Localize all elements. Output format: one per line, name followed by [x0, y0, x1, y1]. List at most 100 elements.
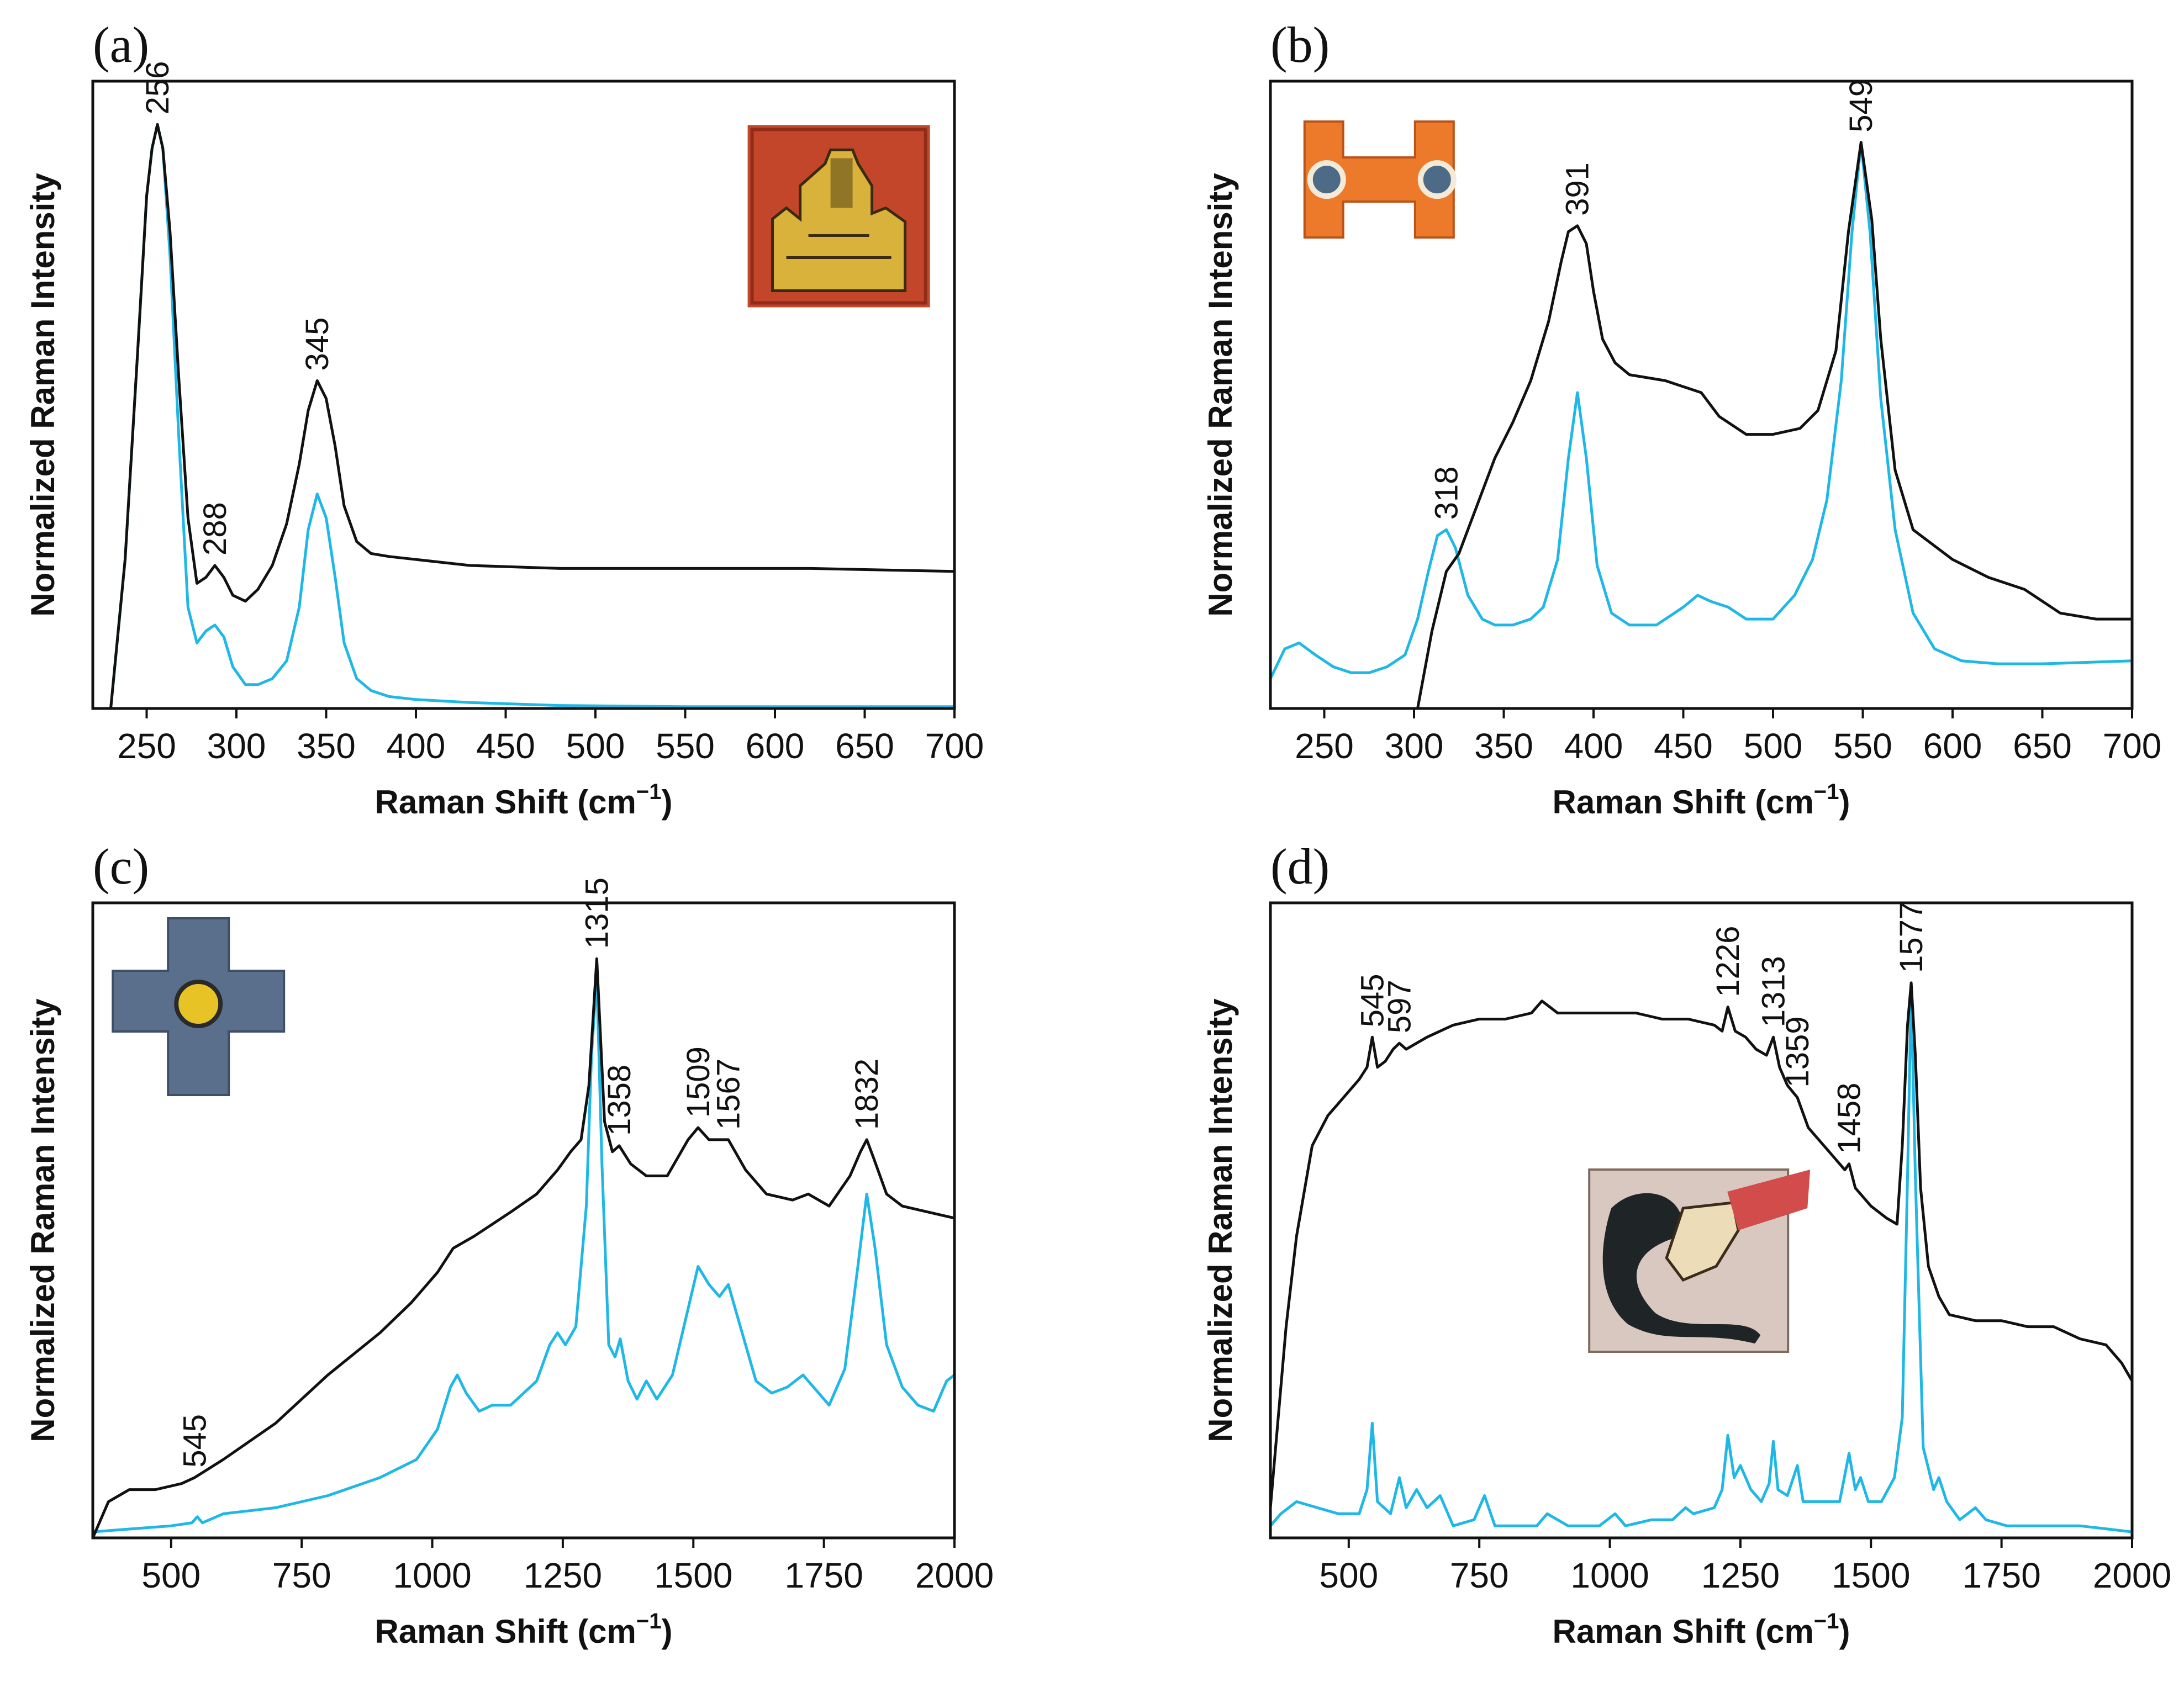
- x-tick-label: 1000: [393, 1556, 471, 1595]
- x-axis-title-close: ): [1839, 784, 1850, 821]
- x-tick-label: 2000: [915, 1556, 994, 1595]
- x-axis-title: Raman Shift (cm−1): [374, 780, 672, 821]
- x-tick-label: 300: [207, 726, 266, 766]
- peak-label: 597: [1382, 980, 1418, 1033]
- panel-label: (c): [93, 838, 149, 895]
- x-axis-title-sup: −1: [636, 1609, 662, 1633]
- peak-label: 345: [299, 318, 335, 371]
- x-tick-label: 550: [1833, 726, 1892, 766]
- series-line-reference: [1270, 141, 2132, 680]
- x-tick-label: 500: [1319, 1556, 1378, 1595]
- peak-label: 318: [1429, 466, 1465, 520]
- inset-border: [750, 128, 927, 305]
- black-stroke-shape: [1602, 1193, 1761, 1344]
- y-axis-title: Normalized Raman Intensity: [24, 998, 61, 1442]
- panel-label: (b): [1270, 17, 1330, 73]
- y-axis-title: Normalized Raman Intensity: [1202, 173, 1239, 617]
- x-axis-title-main: Raman Shift (cm: [1552, 784, 1813, 821]
- x-tick-label: 350: [1474, 726, 1533, 766]
- series-line-reference: [1270, 987, 2132, 1533]
- y-axis-title: Normalized Raman Intensity: [24, 173, 61, 617]
- x-tick-label: 450: [1654, 726, 1713, 766]
- x-axis-title-main: Raman Shift (cm: [1552, 1613, 1813, 1650]
- plot-frame: [1269, 80, 2134, 710]
- x-axis-title: Raman Shift (cm−1): [1552, 1609, 1850, 1650]
- x-tick-label: 300: [1385, 726, 1444, 766]
- x-axis-title-close: ): [662, 1613, 673, 1650]
- peak-label: 1313: [1755, 956, 1791, 1027]
- x-tick-label: 1250: [524, 1556, 602, 1595]
- peak-label: 1509: [680, 1046, 716, 1118]
- x-tick-label: 650: [835, 726, 894, 766]
- peak-label: 1358: [602, 1065, 637, 1136]
- x-tick-label: 500: [141, 1556, 201, 1595]
- x-axis-title: Raman Shift (cm−1): [374, 1609, 672, 1650]
- panel-label: (d): [1270, 838, 1330, 895]
- blue-dot-right: [1417, 160, 1457, 199]
- series-group: [1270, 981, 2132, 1533]
- x-tick-label: 500: [566, 726, 625, 766]
- peak-label: 545: [177, 1414, 213, 1468]
- x-tick-label: 350: [297, 726, 356, 766]
- peak-label: 1832: [849, 1059, 885, 1130]
- x-tick-label: 700: [925, 726, 984, 766]
- x-tick-label: 550: [656, 726, 715, 766]
- x-axis-title-close: ): [1839, 1613, 1850, 1650]
- x-axis-title: Raman Shift (cm−1): [1552, 780, 1850, 821]
- x-tick-label: 600: [746, 726, 805, 766]
- red-sleeve-shape: [1727, 1170, 1811, 1230]
- x-axis-title-sup: −1: [1814, 780, 1839, 804]
- x-tick-label: 1250: [1701, 1556, 1780, 1595]
- x-tick-label: 400: [1564, 726, 1623, 766]
- series-line-measured: [1270, 981, 2132, 1508]
- blue-cross-inset-image: [112, 917, 286, 1096]
- x-tick-label: 400: [387, 726, 446, 766]
- orange-cross-inset-image: [1296, 119, 1462, 241]
- peak-label: 549: [1843, 79, 1879, 133]
- panel-label: (a): [93, 17, 149, 73]
- x-tick-label: 700: [2103, 726, 2162, 766]
- x-tick-label: 500: [1744, 726, 1803, 766]
- y-axis-title: Normalized Raman Intensity: [1202, 998, 1239, 1442]
- series-group: [1270, 141, 2132, 708]
- peak-label: 1577: [1893, 902, 1929, 973]
- plot-frame: [91, 80, 956, 710]
- peak-label: 1315: [579, 877, 615, 949]
- x-tick-label: 1750: [1962, 1556, 2040, 1595]
- x-tick-label: 250: [117, 726, 176, 766]
- castle-inset-image: [747, 125, 930, 308]
- series-line-measured: [93, 957, 954, 1538]
- x-tick-label: 750: [272, 1556, 331, 1595]
- series-line-measured: [109, 123, 954, 708]
- peak-label: 391: [1560, 162, 1596, 216]
- peak-label: 545: [1354, 974, 1390, 1027]
- peak-label: 288: [197, 502, 233, 556]
- x-tick-label: 750: [1450, 1556, 1509, 1595]
- gold-dot: [174, 980, 223, 1028]
- x-tick-label: 1750: [784, 1556, 863, 1595]
- chart-panel-c: 500 750 1000 1250 1500 1750 2000 Raman Shift (c…: [24, 838, 994, 1650]
- chart-panel-a: 250 300 350 400 450 500 550 600 650 700 Raman Shif…: [24, 17, 984, 821]
- series-group: [109, 123, 954, 708]
- series-line-measured: [1416, 141, 2132, 708]
- x-tick-label: 1000: [1570, 1556, 1649, 1595]
- plot-frame: [1269, 901, 2134, 1540]
- series-group: [93, 957, 954, 1538]
- x-tick-label: 450: [476, 726, 535, 766]
- x-axis-title-main: Raman Shift (cm: [374, 1613, 636, 1650]
- x-tick-label: 600: [1923, 726, 1982, 766]
- hand-inset-image: [1588, 1168, 1811, 1353]
- blue-dot-left: [1307, 160, 1346, 199]
- x-axis-title-close: ): [662, 784, 673, 821]
- x-axis-title-sup: −1: [1814, 1609, 1839, 1633]
- x-tick-label: 250: [1295, 726, 1354, 766]
- x-tick-label: 650: [2013, 726, 2072, 766]
- peak-label: 1359: [1780, 1016, 1816, 1087]
- peak-label: 1226: [1710, 926, 1746, 997]
- chart-panel-d: 500 750 1000 1250 1500 1750 2000 Raman Shift (c…: [1202, 838, 2171, 1650]
- peak-label: 1458: [1832, 1083, 1868, 1154]
- x-axis-title-main: Raman Shift (cm: [374, 784, 636, 821]
- x-tick-label: 1500: [654, 1556, 732, 1595]
- peak-label: 1567: [711, 1059, 747, 1130]
